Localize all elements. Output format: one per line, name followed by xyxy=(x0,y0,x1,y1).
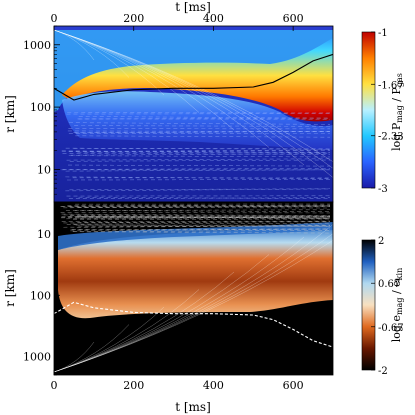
streak-line xyxy=(72,222,331,225)
streak-line xyxy=(73,230,331,233)
streak-line xyxy=(67,179,331,181)
streak-line xyxy=(63,221,331,224)
colorbar-ticks: -1 -1.67 -2.33 -3 2 0.67 -0.67 -2 xyxy=(371,28,404,377)
top-shock-line xyxy=(54,53,333,101)
contour-line xyxy=(54,29,130,78)
streak-line xyxy=(73,147,331,150)
streak-line xyxy=(69,188,331,191)
streak-line xyxy=(63,214,331,216)
bottom-y-tick-label: 1000 xyxy=(23,351,51,364)
bottom-panel xyxy=(54,202,333,375)
bottom-x-tick-label: 400 xyxy=(203,379,224,392)
top-ylabel: r [km] xyxy=(3,95,17,133)
streak-line xyxy=(69,159,331,162)
axes: 0 200 400 600 0 200 400 600 1000 100 10 10 100 1000 xyxy=(23,12,304,392)
streak-line xyxy=(67,130,331,132)
contour-line xyxy=(54,29,270,148)
streak-line xyxy=(68,150,331,152)
bottom-xlabel: t [ms] xyxy=(175,400,211,414)
streak-line xyxy=(77,207,331,209)
bottom-colorbar xyxy=(361,239,376,371)
streak-line xyxy=(77,221,331,223)
contour-line xyxy=(54,29,200,113)
colorbar-tick-label: -0.67 xyxy=(378,323,404,334)
streak-line xyxy=(62,152,331,155)
colorbar-tick-label: -1 xyxy=(378,28,388,39)
top-panel xyxy=(54,26,333,202)
streak-line xyxy=(68,155,331,158)
streak-line xyxy=(65,188,331,192)
streak-line xyxy=(69,215,331,217)
contour-line xyxy=(54,29,333,163)
streak-line xyxy=(65,169,331,172)
contour-line xyxy=(54,29,333,169)
contour-line xyxy=(54,29,235,131)
contour-line xyxy=(54,233,333,373)
bottom-y-tick-label: 10 xyxy=(37,228,51,241)
contour-line xyxy=(54,271,235,373)
colorbar-tick-label: -2 xyxy=(378,366,388,377)
colorbar-tick-label: 2 xyxy=(378,236,384,247)
top-y-tick-label: 100 xyxy=(30,101,51,114)
streak-line xyxy=(68,197,331,200)
contour-line xyxy=(54,324,130,373)
colorbar-tick-label: -3 xyxy=(378,184,388,195)
top-y-tick-label: 10 xyxy=(37,163,51,176)
top-dashed-streaks xyxy=(61,112,331,200)
streak-line xyxy=(61,204,331,207)
streak-line xyxy=(74,125,331,127)
contour-line xyxy=(54,224,333,373)
streak-line xyxy=(76,225,331,228)
streak-line xyxy=(68,164,331,167)
top-x-tick-label: 600 xyxy=(283,12,304,25)
contour-line xyxy=(54,341,95,373)
bottom-y-tick-label: 100 xyxy=(30,289,51,302)
bottom-contour-lines xyxy=(54,224,333,373)
top-xlabel: t [ms] xyxy=(175,0,211,14)
contour-line xyxy=(54,29,165,96)
streak-line xyxy=(71,153,331,156)
streak-line xyxy=(66,113,331,115)
top-colorbar-label: log Pmag / Pgas xyxy=(390,73,404,151)
bottom-panel-frame xyxy=(53,201,334,376)
streak-line xyxy=(77,216,331,218)
contour-line xyxy=(54,254,270,373)
bottom-x-tick-label: 200 xyxy=(123,379,144,392)
streak-line xyxy=(66,216,331,220)
bottom-x-tick-label: 600 xyxy=(283,379,304,392)
bottom-shock-line xyxy=(54,301,333,348)
streak-line xyxy=(66,224,331,227)
bottom-ylabel: r [km] xyxy=(3,269,17,307)
streak-line xyxy=(61,213,331,216)
top-colorbar xyxy=(361,31,376,189)
bottom-x-tick-label: 0 xyxy=(51,379,58,392)
top-hot-wedge xyxy=(62,38,333,122)
streak-line xyxy=(70,228,331,232)
bottom-energy-band xyxy=(58,226,333,319)
contour-line xyxy=(54,29,95,61)
colorbar-tick-label: -2.33 xyxy=(378,132,404,143)
top-x-tick-label: 400 xyxy=(203,12,224,25)
colorbar-tick-label: -1.67 xyxy=(378,80,404,91)
streak-line xyxy=(66,158,331,161)
colorbar-tick-label: 0.67 xyxy=(378,279,400,290)
streak-line xyxy=(72,231,331,234)
contour-line xyxy=(54,306,165,373)
bottom-dashed-streaks xyxy=(60,203,331,234)
streak-line xyxy=(75,135,331,138)
top-x-tick-label: 0 xyxy=(51,12,58,25)
streak-line xyxy=(68,122,331,125)
contour-line xyxy=(54,239,333,373)
top-x-tick-label: 200 xyxy=(123,12,144,25)
streak-line xyxy=(62,168,331,170)
streak-line xyxy=(65,176,331,180)
contour-line xyxy=(54,289,200,373)
top-turbulent-region xyxy=(62,91,333,150)
streak-line xyxy=(61,150,331,154)
top-y-tick-label: 1000 xyxy=(23,39,51,52)
contour-line xyxy=(54,29,333,178)
streak-line xyxy=(74,209,331,211)
bottom-colorbar-label: log emag / ekin xyxy=(390,268,404,342)
